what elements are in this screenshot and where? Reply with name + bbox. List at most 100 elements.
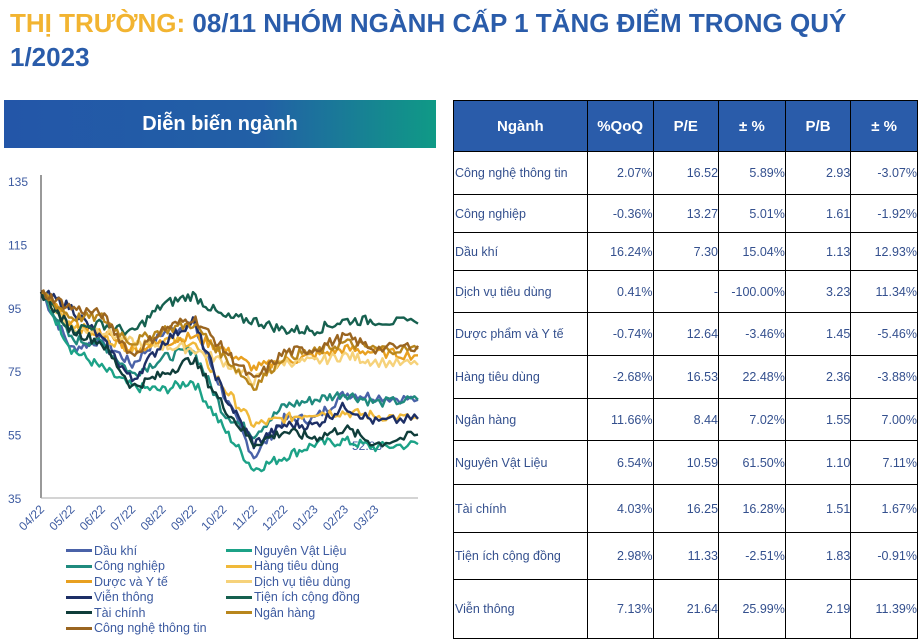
sector-name: Công nghệ thông tin (453, 151, 588, 195)
valuation-table: Ngành %QoQ P/E ± % P/B ± % Công nghệ thông ti… (453, 100, 918, 639)
legend-item: Viễn thông (66, 590, 226, 606)
table-cell: 5.01% (718, 194, 786, 233)
sector-name: Công nghiệp (453, 194, 588, 233)
column-header: %QoQ (586, 100, 654, 152)
table-cell: 11.34% (850, 270, 918, 313)
legend-swatch (226, 595, 252, 599)
table-cell: -2.68% (586, 355, 654, 399)
table-cell: 1.55 (784, 398, 852, 441)
column-header: P/B (784, 100, 852, 152)
legend-swatch (66, 595, 92, 599)
legend-label: Dịch vụ tiêu dùng (254, 574, 351, 589)
sector-name: Tài chính (453, 484, 588, 533)
column-header: Ngành (453, 100, 588, 152)
table-cell: 2.36 (784, 355, 852, 399)
y-tick-label: 115 (8, 238, 27, 252)
column-header: ± % (718, 100, 786, 152)
page-title: THỊ TRƯỜNG: 08/11 NHÓM NGÀNH CẤP 1 TĂNG … (10, 6, 890, 74)
legend-item: Công nghệ thông tin (66, 621, 226, 637)
y-tick-label: 75 (8, 365, 22, 379)
legend-swatch (66, 580, 92, 584)
column-header: ± % (850, 100, 918, 152)
x-tick-label: 04/22 (16, 502, 47, 533)
table-cell: 16.25 (652, 484, 720, 533)
table-cell: 13.27 (652, 194, 720, 233)
legend-item: Nguyên Vật Liệu (226, 543, 406, 559)
table-cell: 16.24% (586, 232, 654, 271)
table-cell: 16.53 (652, 355, 720, 399)
table-cell: 8.44 (652, 398, 720, 441)
legend-swatch (66, 611, 92, 615)
table-cell: 1.45 (784, 312, 852, 356)
series-line (40, 290, 419, 473)
x-tick-label: 10/22 (198, 502, 229, 533)
table-cell: 1.10 (784, 440, 852, 485)
table-row: Hàng tiêu dùng -2.68% 16.53 22.48% 2.36 -3.88… (453, 355, 918, 399)
legend-swatch (226, 549, 252, 553)
table-cell: -3.07% (850, 151, 918, 195)
legend-swatch (66, 549, 92, 553)
table-row: Dầu khí 16.24% 7.30 15.04% 1.13 12.93% (453, 232, 918, 271)
table-row: Tiện ích cộng đồng 2.98% 11.33 -2.51% 1.83 -0… (453, 532, 918, 580)
table-cell: -2.51% (718, 532, 786, 580)
x-tick-label: 06/22 (77, 502, 108, 533)
legend-item: Ngân hàng (226, 605, 406, 621)
x-tick-label: 01/23 (290, 502, 321, 533)
x-tick-label: 05/22 (46, 502, 77, 533)
table-cell: 6.54% (586, 440, 654, 485)
table-cell: 1.61 (784, 194, 852, 233)
table-cell: 1.13 (784, 232, 852, 271)
legend-label: Công nghệ thông tin (94, 621, 207, 636)
legend-swatch (66, 626, 92, 630)
legend-label: Dược và Y tế (94, 574, 168, 589)
legend-item: Hàng tiêu dùng (226, 559, 406, 575)
table-cell: 12.64 (652, 312, 720, 356)
table-cell: 12.93% (850, 232, 918, 271)
legend-item: Dầu khí (66, 543, 226, 559)
legend-label: Dầu khí (94, 543, 138, 558)
legend-item: Dược và Y tế (66, 574, 226, 590)
table-cell: 7.02% (718, 398, 786, 441)
legend-label: Tiện ích cộng đồng (254, 590, 360, 605)
table-cell: 4.03% (586, 484, 654, 533)
legend-swatch (66, 564, 92, 568)
table-cell: -3.88% (850, 355, 918, 399)
sector-name: Viễn thông (453, 579, 588, 639)
table-row: Nguyên Vật Liệu 6.54% 10.59 61.50% 1.10 7.11% (453, 440, 918, 485)
table-cell: 10.59 (652, 440, 720, 485)
chart-legend: Dầu khí Nguyên Vật Liệu Công nghiệp Hàng ti… (66, 543, 406, 636)
series-line (39, 291, 419, 386)
table-cell: -0.74% (586, 312, 654, 356)
x-tick-label: 11/22 (229, 502, 260, 533)
x-tick-label: 08/22 (138, 502, 169, 533)
table-cell: 21.64 (652, 579, 720, 639)
table-cell: 1.51 (784, 484, 852, 533)
y-tick-label: 55 (8, 429, 22, 443)
table-cell: 25.99% (718, 579, 786, 639)
legend-item: Dịch vụ tiêu dùng (226, 574, 406, 590)
legend-swatch (226, 611, 252, 615)
table-cell: 22.48% (718, 355, 786, 399)
table-cell: 3.23 (784, 270, 852, 313)
table-row: Công nghiệp -0.36% 13.27 5.01% 1.61 -1.92% (453, 194, 918, 233)
series-line (39, 290, 419, 337)
table-cell: 7.13% (586, 579, 654, 639)
table-cell: 11.39% (850, 579, 918, 639)
table-header-row: Ngành %QoQ P/E ± % P/B ± % (453, 100, 918, 152)
legend-item: Công nghiệp (66, 559, 226, 575)
sector-name: Nguyên Vật Liệu (453, 440, 588, 485)
table-cell: 16.28% (718, 484, 786, 533)
table-cell: 2.19 (784, 579, 852, 639)
x-tick-label: 12/22 (259, 502, 290, 533)
table-cell: 61.50% (718, 440, 786, 485)
table-cell: -0.91% (850, 532, 918, 580)
x-tick-label: 02/23 (320, 502, 351, 533)
table-row: Dịch vụ tiêu dùng 0.41% - -100.00% 3.23 11.34… (453, 270, 918, 313)
legend-label: Nguyên Vật Liệu (254, 543, 347, 558)
table-cell: - (652, 270, 720, 313)
legend-item: Tiện ích cộng đồng (226, 590, 406, 606)
table-cell: 7.00% (850, 398, 918, 441)
sector-name: Dầu khí (453, 232, 588, 271)
table-cell: -1.92% (850, 194, 918, 233)
